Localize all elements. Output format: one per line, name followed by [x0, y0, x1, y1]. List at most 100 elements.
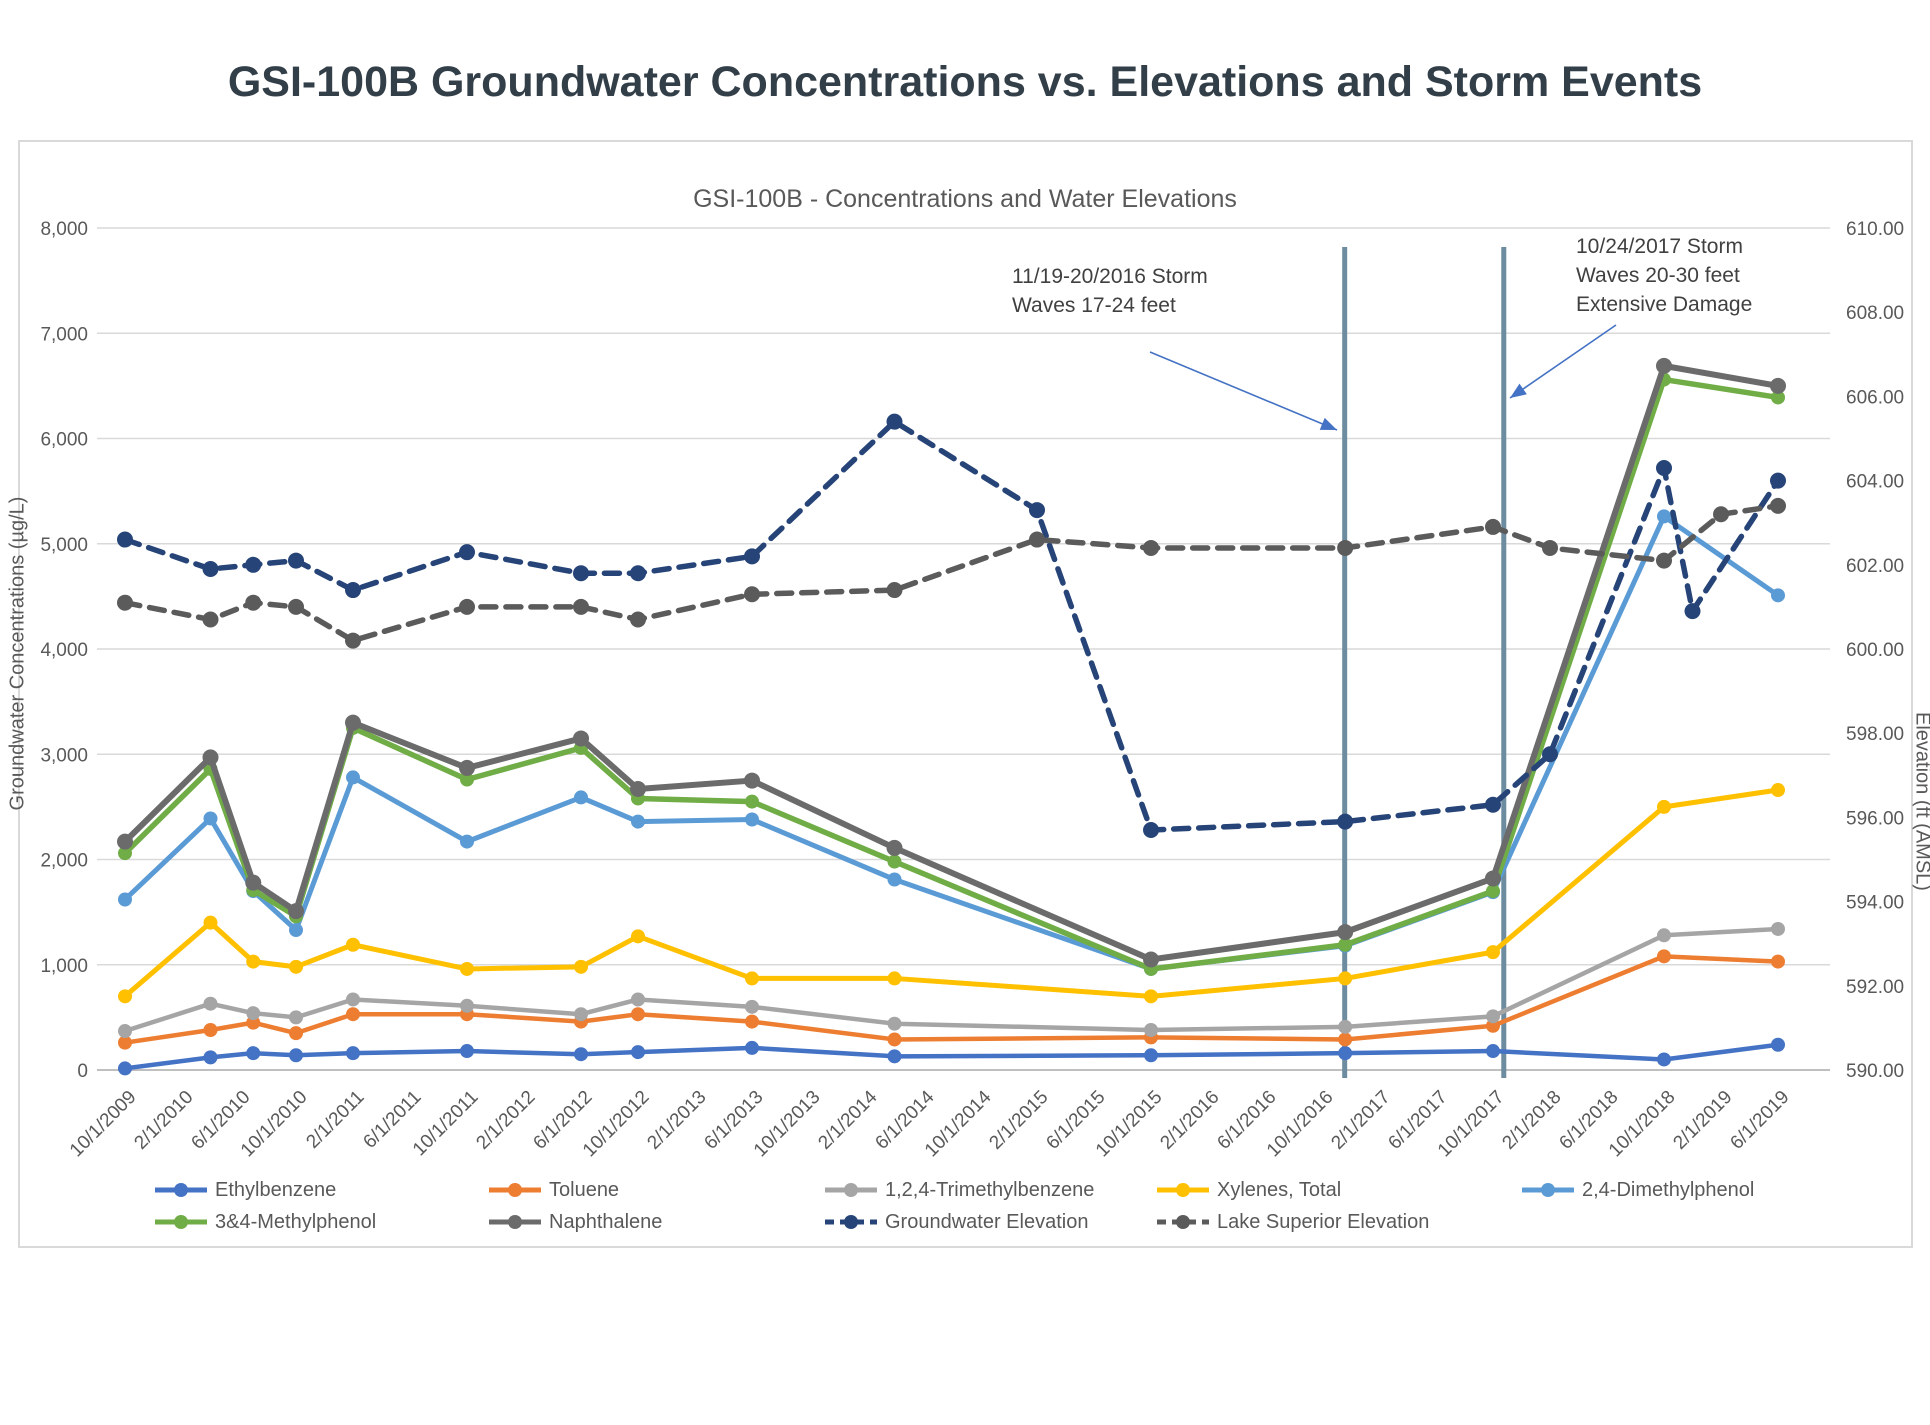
- series-marker-2-4-dimethylphenol: [1771, 588, 1785, 603]
- x-tick-label: 2/1/2011: [302, 1087, 368, 1153]
- series-marker-lake-superior-elevation: [1143, 539, 1159, 556]
- series-marker-xylenes-total: [1657, 799, 1671, 814]
- y-right-tick-label: 608.00: [1846, 303, 1904, 324]
- series-marker-lake-superior-elevation: [744, 586, 760, 603]
- x-tick-label: 2/1/2015: [985, 1087, 1052, 1154]
- annotation-arrowhead: [1510, 383, 1527, 398]
- series-marker-naphthalene: [1656, 357, 1672, 374]
- series-marker-groundwater-elevation: [117, 531, 133, 548]
- series-marker-xylenes-total: [246, 954, 261, 969]
- legend-item-lake-superior-elevation[interactable]: Lake Superior Elevation: [1155, 1208, 1429, 1236]
- page-title: GSI-100B Groundwater Concentrations vs. …: [227, 58, 1703, 106]
- series-marker-2-4-dimethylphenol: [631, 814, 645, 829]
- x-tick-label: 2/1/2010: [130, 1087, 197, 1154]
- series-marker-naphthalene: [459, 759, 475, 776]
- storm-annotation-line: Waves 20-30 feet: [1576, 264, 1740, 287]
- y-right-tick-label: 598.00: [1846, 724, 1904, 745]
- x-tick-label: 2/1/2014: [814, 1086, 881, 1153]
- series-marker-xylenes-total: [745, 971, 759, 986]
- legend-label: 3&4-Methylphenol: [215, 1210, 377, 1233]
- series-marker-groundwater-elevation: [886, 413, 903, 430]
- legend-line-icon: [153, 1176, 209, 1204]
- series-marker-2-4-dimethylphenol: [1657, 509, 1671, 524]
- right-axis-title: Elevation (ft (AMSL): [1911, 712, 1930, 891]
- series-marker-ethylbenzene: [460, 1044, 474, 1059]
- series-marker-toluene: [745, 1014, 759, 1029]
- y-left-tick-label: 2,000: [40, 851, 88, 872]
- annotation-arrow-line: [1149, 351, 1338, 431]
- series-marker-1-2-4-trimethylbenzene: [1657, 928, 1671, 943]
- series-marker-3-4-methylphenol: [887, 854, 902, 869]
- series-marker-toluene: [887, 1032, 902, 1047]
- y-right-tick-label: 592.00: [1846, 977, 1904, 998]
- series-marker-2-4-dimethylphenol: [745, 812, 759, 827]
- legend-line-icon: [153, 1208, 209, 1236]
- y-right-tick-label: 602.00: [1846, 556, 1904, 577]
- legend-label: Xylenes, Total: [1217, 1178, 1342, 1201]
- series-marker-groundwater-elevation: [1485, 796, 1501, 813]
- series-marker-ethylbenzene: [1771, 1037, 1785, 1052]
- legend-item-3-4-methylphenol[interactable]: 3&4-Methylphenol: [153, 1208, 376, 1236]
- series-marker-1-2-4-trimethylbenzene: [289, 1010, 303, 1025]
- series-marker-ethylbenzene: [1486, 1044, 1500, 1059]
- legend-item-2-4-dimethylphenol[interactable]: 2,4-Dimethylphenol: [1520, 1176, 1754, 1204]
- series-marker-naphthalene: [1485, 870, 1501, 887]
- series-marker-toluene: [1657, 949, 1671, 964]
- series-marker-lake-superior-elevation: [117, 594, 133, 611]
- series-marker-1-2-4-trimethylbenzene: [631, 992, 645, 1007]
- series-marker-ethylbenzene: [246, 1046, 261, 1061]
- x-tick-label: 2/1/2019: [1669, 1087, 1736, 1154]
- series-marker-1-2-4-trimethylbenzene: [346, 992, 360, 1007]
- y-right-tick-label: 596.00: [1846, 808, 1904, 829]
- storm-annotation-line: 10/24/2017 Storm: [1576, 235, 1743, 258]
- series-marker-naphthalene: [630, 780, 646, 797]
- y-right-tick-label: 590.00: [1846, 1061, 1904, 1082]
- series-marker-lake-superior-elevation: [1029, 531, 1045, 548]
- series-line-groundwater-elevation: [122, 418, 1781, 833]
- storm-annotation-line: Waves 17-24 feet: [1012, 294, 1176, 317]
- series-marker-naphthalene: [345, 714, 361, 731]
- series-marker-xylenes-total: [203, 915, 218, 930]
- x-tick-label: 2/1/2013: [643, 1087, 710, 1154]
- legend-line-icon: [1520, 1176, 1576, 1204]
- legend-line-icon: [823, 1208, 879, 1236]
- series-marker-groundwater-elevation: [459, 544, 475, 561]
- y-left-tick-label: 0: [77, 1061, 88, 1082]
- series-marker-xylenes-total: [346, 937, 360, 952]
- series-marker-2-4-dimethylphenol: [574, 790, 588, 805]
- left-axis-title: Groundwater Concentrations (µg/L): [6, 496, 29, 811]
- series-marker-ethylbenzene: [203, 1050, 218, 1065]
- series-marker-xylenes-total: [887, 971, 902, 986]
- series-marker-lake-superior-elevation: [573, 598, 589, 615]
- x-tick-label: 2/1/2018: [1498, 1087, 1565, 1154]
- legend-item-naphthalene[interactable]: Naphthalene: [487, 1208, 662, 1236]
- annotation-arrowhead: [1319, 417, 1337, 430]
- series-marker-groundwater-elevation: [1542, 746, 1558, 763]
- x-tick-label: 10/1/2009: [66, 1087, 141, 1162]
- legend-item-groundwater-elevation[interactable]: Groundwater Elevation: [823, 1208, 1088, 1236]
- series-marker-groundwater-elevation: [1143, 822, 1159, 839]
- legend-label: Naphthalene: [549, 1210, 663, 1233]
- legend-label: 2,4-Dimethylphenol: [1582, 1178, 1755, 1201]
- legend-item-1-2-4-trimethylbenzene[interactable]: 1,2,4-Trimethylbenzene: [823, 1176, 1094, 1204]
- storm-annotation: 11/19-20/2016 Storm Waves 17-24 feet: [1012, 262, 1208, 320]
- series-marker-xylenes-total: [574, 959, 588, 974]
- y-left-tick-label: 4,000: [40, 640, 88, 661]
- series-marker-groundwater-elevation: [630, 565, 646, 582]
- y-left-tick-label: 5,000: [40, 535, 88, 556]
- y-right-tick-label: 604.00: [1846, 472, 1904, 493]
- series-marker-3-4-methylphenol: [1338, 937, 1353, 952]
- series-marker-2-4-dimethylphenol: [203, 811, 218, 826]
- legend-item-ethylbenzene[interactable]: Ethylbenzene: [153, 1176, 336, 1204]
- x-tick-label: 2/1/2016: [1156, 1087, 1223, 1154]
- series-marker-xylenes-total: [289, 959, 303, 974]
- series-marker-1-2-4-trimethylbenzene: [1144, 1023, 1158, 1038]
- series-marker-3-4-methylphenol: [1771, 390, 1785, 405]
- series-marker-1-2-4-trimethylbenzene: [118, 1024, 132, 1039]
- legend-item-toluene[interactable]: Toluene: [487, 1176, 619, 1204]
- series-marker-naphthalene: [245, 874, 262, 891]
- series-marker-naphthalene: [744, 772, 760, 789]
- legend-item-xylenes-total[interactable]: Xylenes, Total: [1155, 1176, 1341, 1204]
- series-marker-naphthalene: [1770, 377, 1786, 394]
- y-left-tick-label: 6,000: [40, 430, 88, 451]
